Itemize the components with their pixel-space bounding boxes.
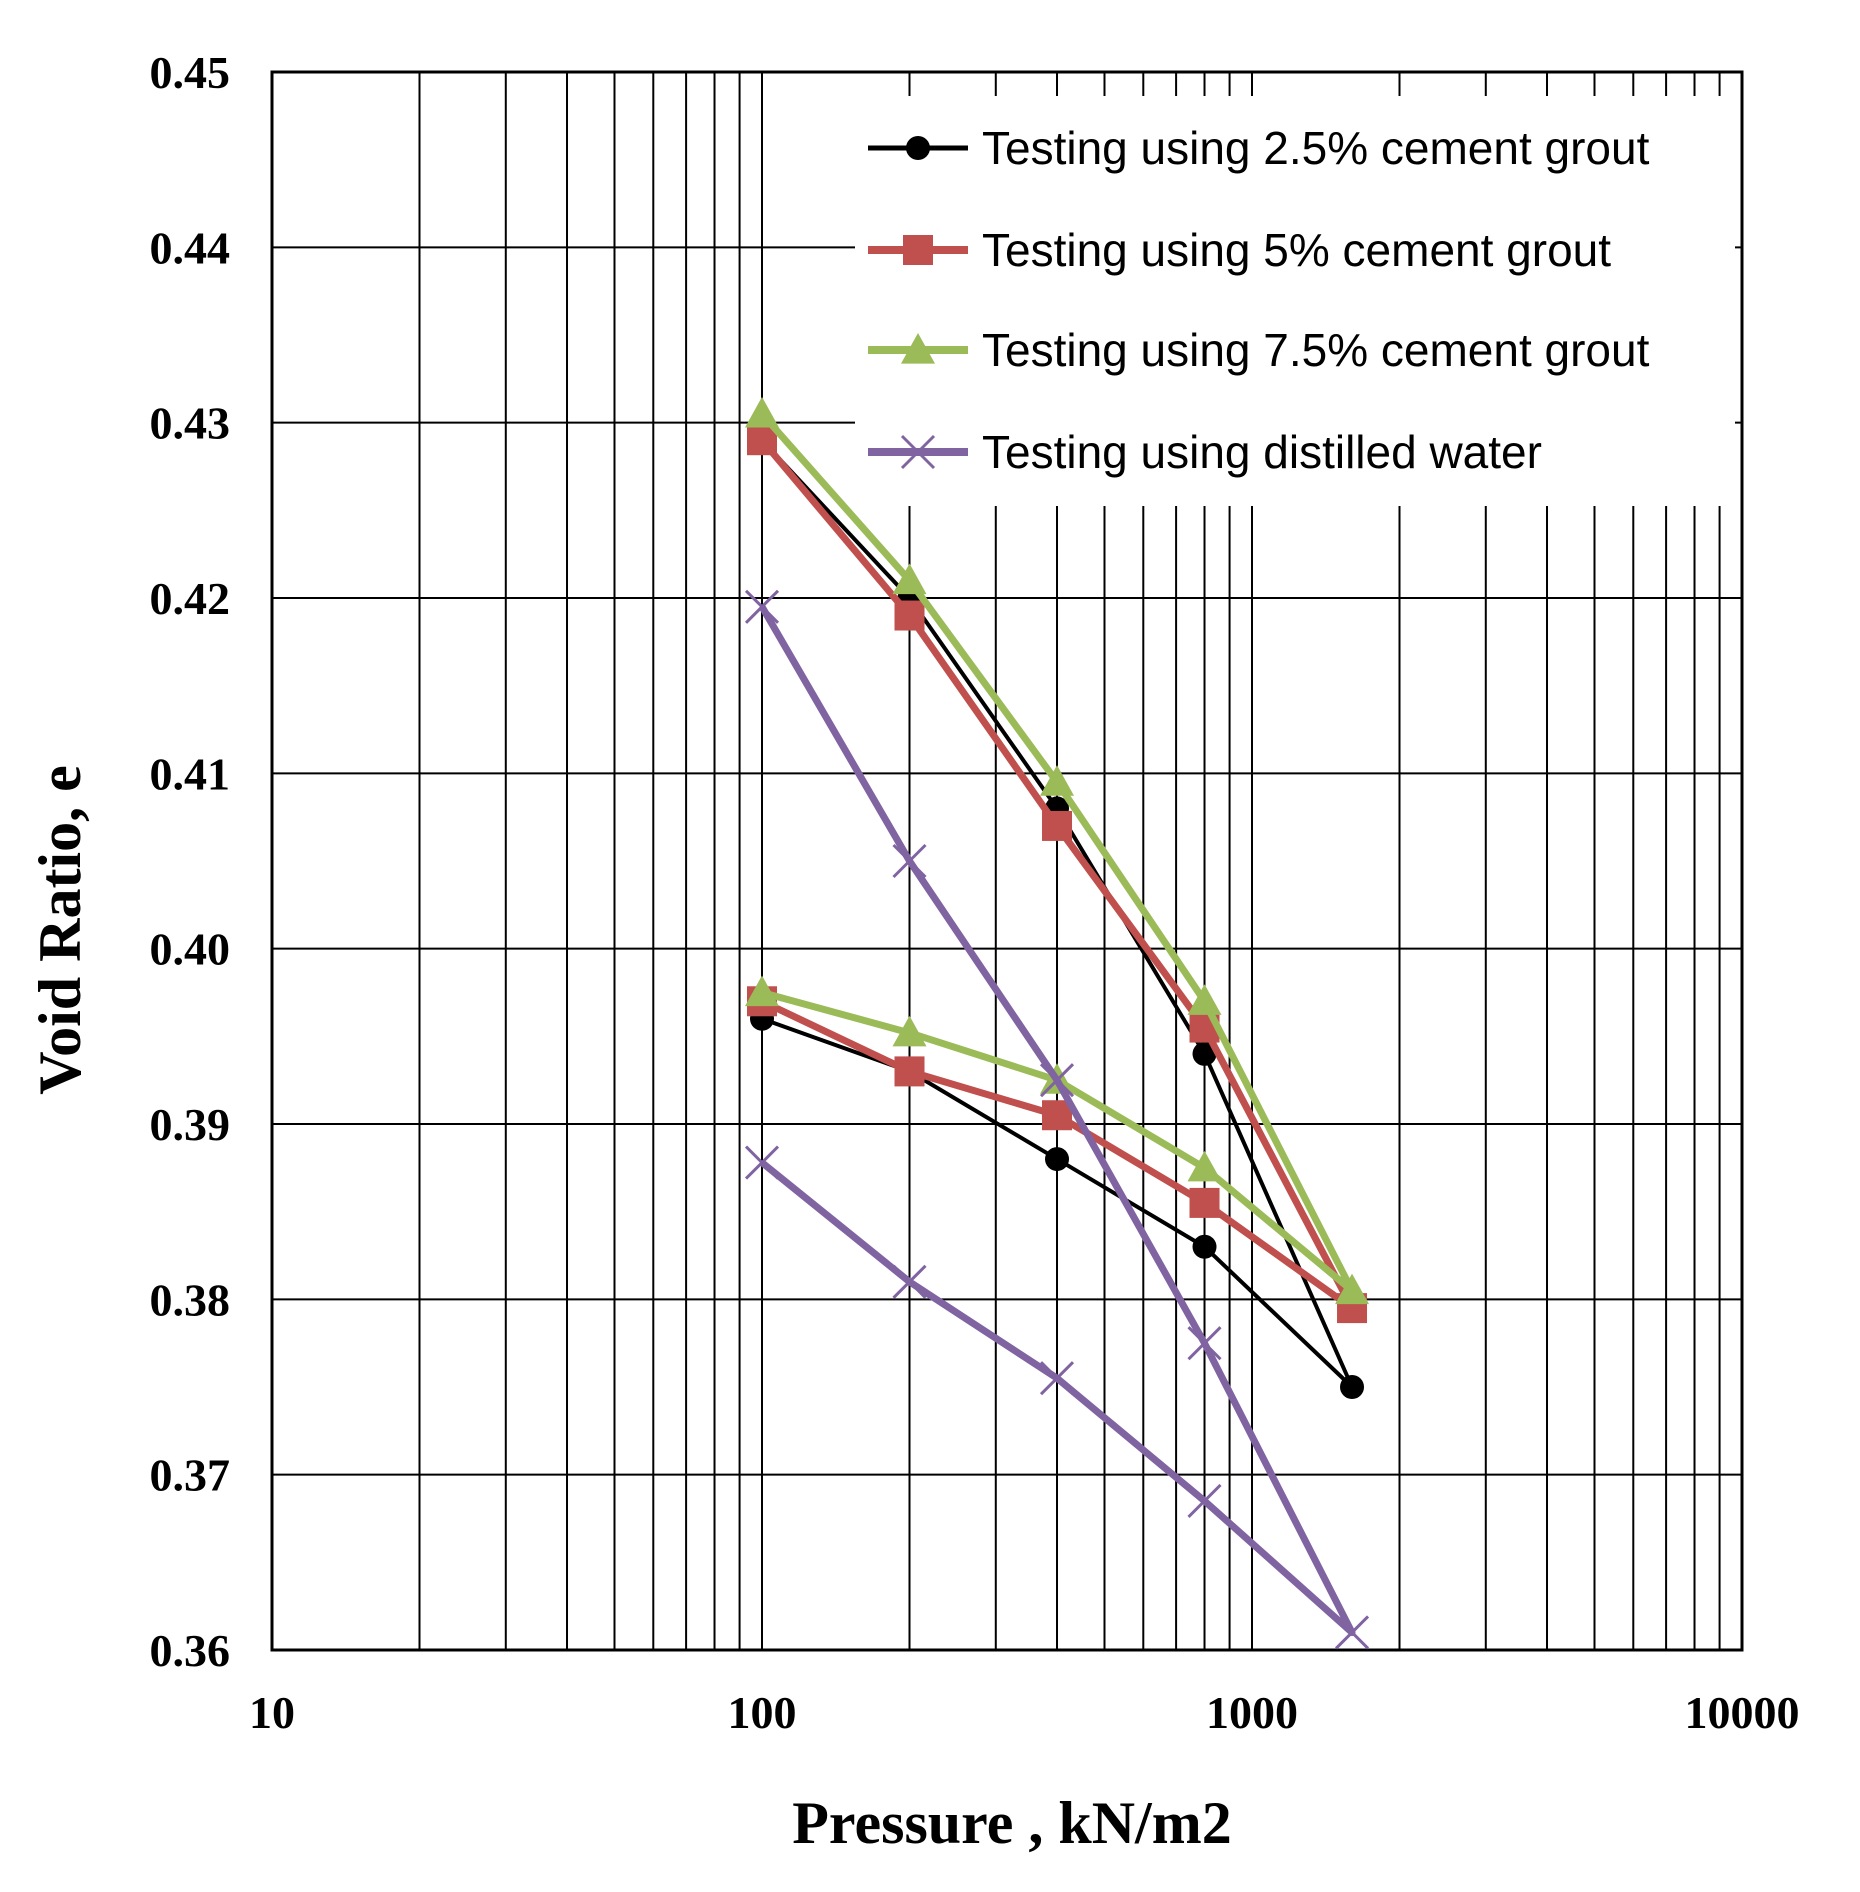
legend-item-4: Testing using distilled water — [868, 426, 1542, 478]
data-point — [1340, 1375, 1365, 1399]
legend-swatch-marker — [906, 136, 930, 160]
y-tick-labels: 0.36 0.37 0.38 0.39 0.40 0.41 0.42 0.43 0.44 0.45 — [150, 47, 231, 1676]
data-point — [892, 843, 927, 879]
legend-label: Testing using distilled water — [982, 426, 1542, 478]
legend-swatch-marker — [901, 333, 935, 364]
data-point — [1040, 765, 1075, 796]
data-point — [1187, 1150, 1222, 1182]
series-4 — [744, 589, 1370, 1650]
x-marker-stroke — [1187, 1326, 1222, 1361]
data-point — [1187, 984, 1222, 1015]
x-tick-label: 10 — [249, 1687, 295, 1738]
plot-frame — [270, 70, 1744, 1652]
data-point — [892, 563, 927, 595]
data-point — [744, 1145, 780, 1180]
data-point — [1335, 1273, 1370, 1305]
data-point — [1187, 1326, 1222, 1361]
x-marker-stroke — [1039, 1063, 1075, 1098]
data-point — [1042, 1100, 1073, 1131]
x-marker-stroke — [1039, 1361, 1075, 1396]
x-marker-stroke — [1334, 1615, 1370, 1650]
legend: Testing using 2.5% cement grout Testing u… — [855, 96, 1735, 506]
y-tick-label: 0.38 — [150, 1274, 231, 1325]
x-tick-label: 10000 — [1685, 1687, 1800, 1738]
legend-item-2: Testing using 5% cement grout — [868, 224, 1611, 276]
legend-item-1: Testing using 2.5% cement grout — [868, 122, 1650, 174]
data-point — [1042, 810, 1073, 841]
data-point — [1039, 1361, 1075, 1396]
y-tick-label: 0.44 — [150, 222, 231, 273]
data-point — [1189, 1187, 1220, 1218]
x-marker-stroke — [900, 434, 936, 470]
data-point — [892, 1015, 927, 1047]
y-tick-label: 0.37 — [150, 1450, 231, 1501]
legend-label: Testing using 2.5% cement grout — [982, 122, 1650, 174]
y-tick-label: 0.40 — [150, 924, 231, 975]
data-point — [894, 600, 925, 631]
data-point — [744, 589, 780, 624]
legend-swatch-marker — [900, 434, 936, 470]
y-tick-label: 0.42 — [150, 573, 231, 624]
x-axis-title: Pressure , kN/m2 — [792, 1790, 1231, 1856]
y-tick-label: 0.43 — [150, 398, 231, 449]
legend-label: Testing using 5% cement grout — [982, 224, 1611, 276]
legend-label: Testing using 7.5% cement grout — [982, 324, 1650, 376]
data-point — [1045, 1147, 1070, 1172]
x-tick-labels: 10 100 1000 10000 — [249, 1687, 1800, 1738]
legend-background — [855, 96, 1735, 506]
data-point — [892, 1264, 927, 1299]
x-marker-stroke — [1187, 1483, 1222, 1519]
x-marker-stroke — [744, 589, 780, 624]
x-marker-stroke — [744, 1145, 780, 1180]
y-tick-label: 0.39 — [150, 1099, 231, 1150]
legend-swatch-marker — [903, 235, 933, 265]
legend-item-3: Testing using 7.5% cement grout — [868, 324, 1650, 376]
data-point — [1192, 1041, 1217, 1066]
x-tick-label: 100 — [728, 1687, 797, 1738]
data-point — [1187, 1483, 1222, 1519]
data-point — [1334, 1615, 1370, 1650]
series-layer — [744, 396, 1370, 1650]
data-point — [745, 396, 779, 428]
y-tick-label: 0.41 — [150, 748, 231, 799]
x-marker-stroke — [892, 1264, 927, 1299]
y-tick-label: 0.36 — [150, 1625, 231, 1676]
x-tick-label: 1000 — [1206, 1687, 1298, 1738]
data-point — [1192, 1234, 1217, 1259]
y-tick-label: 0.45 — [150, 47, 231, 98]
data-point — [894, 1056, 925, 1087]
data-point — [1039, 1063, 1075, 1098]
data-point — [745, 975, 779, 1007]
x-marker-stroke — [892, 843, 927, 879]
y-axis-title: Void Ratio, e — [27, 765, 93, 1094]
